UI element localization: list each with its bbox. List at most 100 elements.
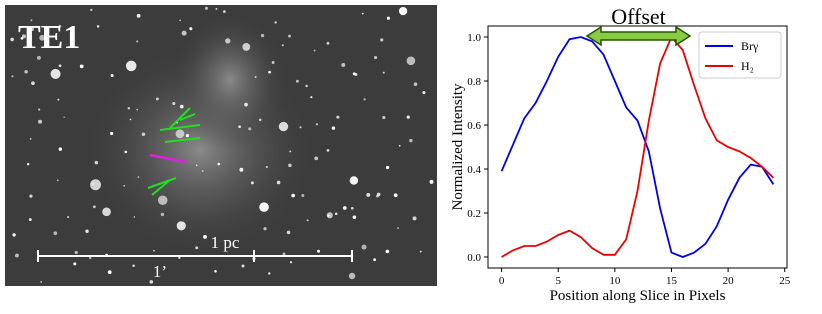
data-line [501,35,775,258]
star [30,27,34,32]
star [375,194,379,198]
star [271,61,275,64]
star [313,49,316,52]
star [331,126,336,130]
y-tick-label: 1.0 [467,32,481,44]
star [398,6,408,16]
star [136,40,139,43]
x-axis-label: Position along Slice in Pixels [550,288,726,304]
star [195,164,198,167]
star [238,125,241,129]
star [215,7,218,10]
star [58,147,63,151]
star [56,179,59,182]
star [129,118,132,121]
star [57,98,60,101]
star [15,253,19,258]
star [127,106,131,110]
star [278,121,289,132]
star [248,127,252,131]
star [268,70,271,74]
star [149,280,154,284]
star [352,72,356,76]
star [38,119,43,124]
star [393,193,398,198]
star [349,176,359,185]
y-tick-label: 0.4 [467,164,481,176]
star [141,132,146,137]
star [276,180,281,185]
star [317,249,321,253]
star [291,193,295,198]
star [201,170,204,172]
star [397,227,399,229]
star [282,252,286,256]
star [301,193,305,197]
star [429,179,434,184]
y-tick-label: 0.0 [467,252,481,264]
star [53,231,58,236]
star [79,64,84,69]
star [88,256,92,260]
star [63,116,65,118]
star [136,13,141,18]
star [336,115,340,119]
star [181,30,187,36]
star [217,162,221,166]
x-tick-label: 5 [555,275,561,287]
star [380,38,384,42]
slice-marker [149,153,187,164]
star [203,234,207,239]
star [244,102,248,107]
star [105,253,109,257]
star [413,82,418,87]
star [214,269,217,273]
star [39,34,46,41]
star [195,246,199,250]
x-tick-label: 10 [609,275,621,287]
star [315,123,319,126]
star [223,10,226,13]
star [288,163,292,168]
star [281,44,284,47]
star [295,79,299,83]
slit-markers [147,107,201,196]
star [406,56,416,66]
star [178,256,181,259]
star [386,16,391,20]
star [107,270,112,275]
star [265,166,268,168]
legend-label: Brγ [741,39,759,53]
star [250,181,254,185]
x-tick-label: 25 [779,275,791,287]
star [176,122,178,124]
star [419,250,422,253]
star [373,258,377,262]
star [74,250,78,255]
star [366,192,371,197]
nebula [170,10,290,150]
star [153,249,155,252]
star [179,19,181,22]
star [102,207,111,217]
star [286,230,291,235]
star [94,160,99,165]
star [252,257,256,261]
star [123,184,125,187]
star [259,202,269,212]
star [96,25,100,28]
offset-arrow [585,25,692,47]
star [409,138,413,143]
star [73,262,77,266]
legend-box [698,31,782,79]
star [398,144,401,147]
star [40,281,43,283]
star [110,131,114,136]
star [361,244,367,250]
plot-frame [487,25,788,269]
star [26,162,30,166]
star [189,27,193,31]
star [382,115,386,120]
star [90,8,93,12]
star [29,194,33,198]
